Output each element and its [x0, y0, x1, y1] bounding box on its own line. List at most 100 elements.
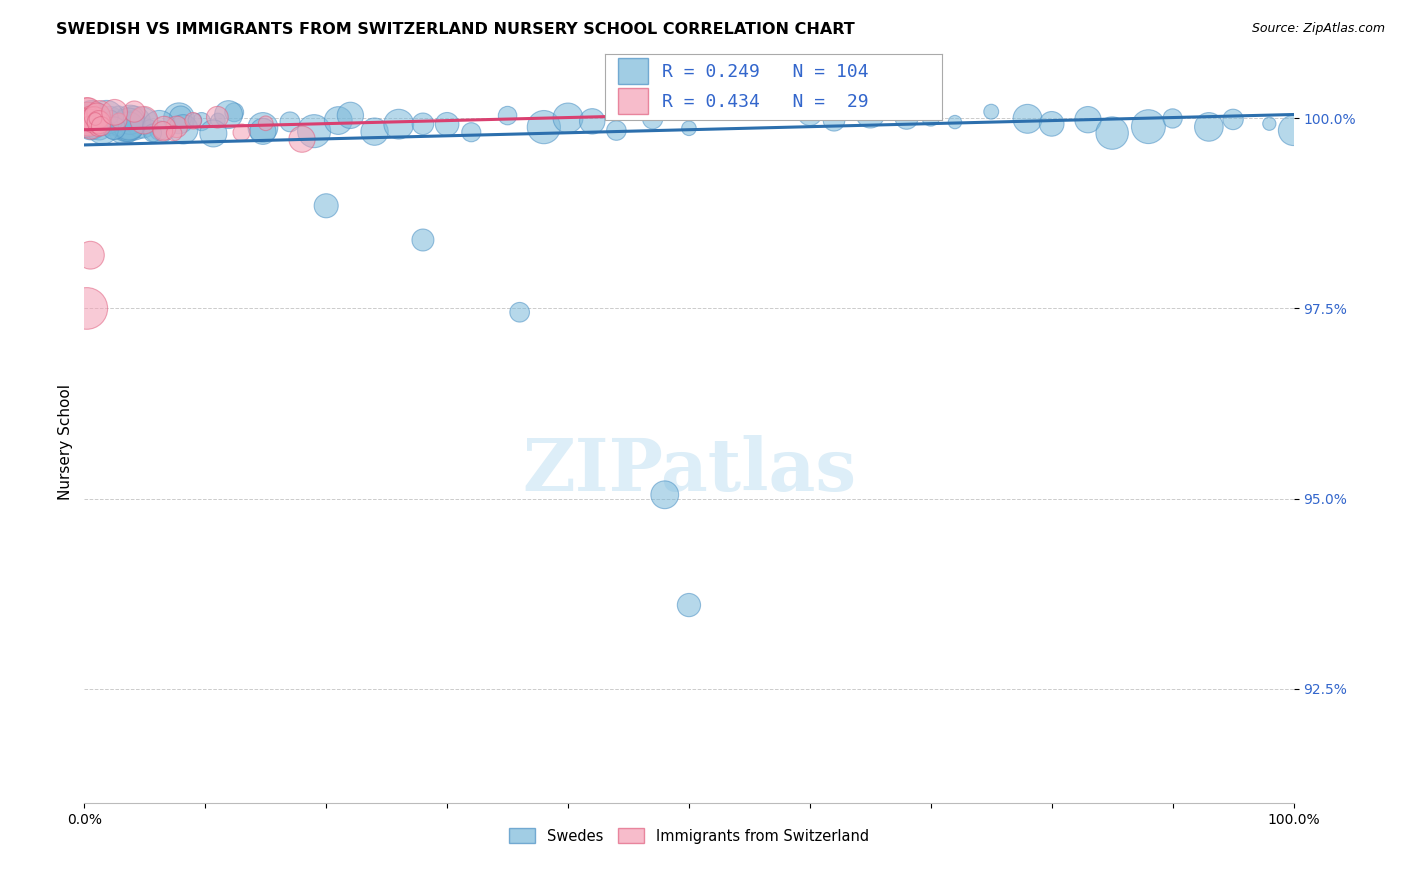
Point: [89, 120, 111, 135]
Point: [169, 110, 191, 124]
Point: [1222, 112, 1244, 127]
Point: [80, 118, 103, 132]
Point: [80, 110, 103, 124]
Point: [581, 114, 603, 128]
Point: [1101, 126, 1123, 140]
Point: [87, 120, 110, 135]
Point: [77, 118, 100, 132]
Point: [339, 108, 361, 122]
Point: [108, 114, 131, 128]
Point: [80, 110, 103, 124]
Point: [75, 114, 97, 128]
Point: [654, 488, 676, 502]
Point: [1017, 112, 1039, 126]
Point: [641, 112, 664, 126]
Point: [107, 108, 129, 122]
Point: [190, 114, 212, 128]
Point: [90, 120, 112, 134]
Point: [76, 104, 98, 119]
Point: [557, 111, 579, 125]
Point: [87, 115, 110, 129]
Point: [252, 120, 274, 135]
Point: [1040, 117, 1063, 131]
Point: [103, 120, 125, 135]
Point: [678, 598, 700, 612]
Point: [943, 115, 966, 129]
Point: [152, 124, 174, 138]
Point: [86, 109, 108, 123]
Point: [1282, 123, 1305, 137]
Point: [80, 120, 103, 135]
Point: [363, 125, 385, 139]
Point: [496, 109, 519, 123]
Point: [84, 112, 107, 127]
Point: [218, 107, 240, 121]
Point: [163, 126, 186, 140]
Point: [79, 110, 101, 124]
Point: [82, 119, 104, 133]
Point: [859, 106, 882, 120]
Point: [278, 115, 301, 129]
Point: [328, 113, 350, 128]
Point: [91, 121, 114, 136]
Point: [412, 233, 434, 247]
Point: [96, 110, 118, 124]
Point: [315, 199, 337, 213]
Point: [75, 116, 97, 130]
Y-axis label: Nursery School: Nursery School: [58, 384, 73, 500]
Point: [124, 104, 146, 119]
Point: [115, 112, 138, 127]
Point: [115, 119, 138, 133]
Point: [115, 120, 138, 135]
Point: [77, 116, 100, 130]
Point: [118, 117, 141, 131]
Text: R = 0.434   N =  29: R = 0.434 N = 29: [662, 94, 869, 112]
Point: [302, 124, 325, 138]
Point: [823, 113, 845, 128]
Point: [1137, 120, 1160, 134]
Point: [605, 123, 627, 137]
Point: [103, 121, 125, 136]
Bar: [619, 58, 648, 84]
Point: [412, 117, 434, 131]
Point: [80, 117, 103, 131]
Point: [118, 120, 141, 134]
Point: [1258, 117, 1281, 131]
Point: [254, 116, 277, 130]
Point: [980, 104, 1002, 119]
Point: [80, 108, 103, 122]
Point: [509, 305, 531, 319]
Point: [167, 112, 190, 126]
Point: [84, 110, 107, 124]
Point: [104, 105, 127, 120]
Point: [86, 120, 108, 134]
Point: [1198, 120, 1220, 134]
Point: [76, 301, 98, 316]
Point: [799, 106, 821, 120]
Point: [107, 121, 129, 136]
Point: [79, 109, 101, 123]
Point: [77, 108, 100, 122]
Point: [89, 106, 111, 120]
Text: Source: ZipAtlas.com: Source: ZipAtlas.com: [1251, 22, 1385, 36]
Text: ZIPatlas: ZIPatlas: [522, 435, 856, 506]
Point: [83, 112, 105, 126]
Point: [100, 110, 122, 124]
Point: [82, 108, 104, 122]
Point: [84, 113, 107, 128]
Point: [84, 112, 107, 126]
Point: [153, 121, 176, 136]
Text: R = 0.249   N = 104: R = 0.249 N = 104: [662, 63, 869, 81]
Point: [132, 113, 155, 128]
Point: [83, 112, 105, 127]
Point: [1161, 112, 1184, 126]
Point: [79, 108, 101, 122]
Point: [131, 115, 153, 129]
Point: [148, 123, 170, 137]
Point: [291, 132, 314, 146]
Point: [142, 126, 165, 140]
Point: [678, 121, 700, 136]
Point: [112, 121, 135, 136]
Point: [460, 125, 482, 139]
Point: [1077, 112, 1099, 127]
